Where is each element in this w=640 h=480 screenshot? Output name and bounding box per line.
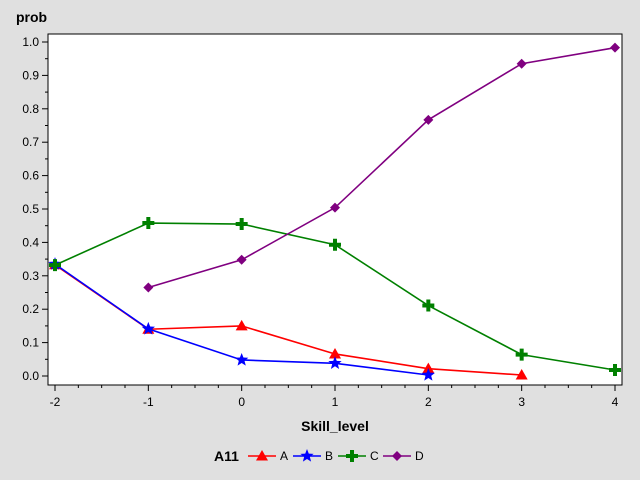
data-point-B [421, 368, 435, 381]
legend-label: D [415, 449, 424, 463]
data-point-B [328, 356, 342, 369]
data-point-B [235, 352, 249, 366]
legend-item-D: D [383, 449, 424, 463]
y-tick-label: 0.3 [22, 269, 39, 283]
series-D [143, 42, 620, 293]
legend-item-A: A [248, 449, 288, 463]
y-tick-label: 0.4 [22, 235, 39, 249]
y-tick-label: 0.0 [22, 369, 39, 383]
legend-marker-C [346, 450, 358, 462]
data-point-A [329, 347, 341, 359]
x-tick-label: 3 [518, 395, 525, 409]
data-point-A [515, 368, 528, 380]
series-line-D [148, 46, 616, 289]
y-tick-label: 0.9 [22, 68, 39, 82]
data-point-C [422, 299, 435, 312]
data-point-C [515, 348, 528, 361]
legend-label: C [370, 449, 379, 463]
data-point-C [235, 218, 248, 231]
x-tick-label: 4 [612, 395, 619, 409]
x-axis: -2 -1 0 1 2 3 4 [50, 385, 619, 409]
y-tick-label: 0.2 [22, 302, 39, 316]
y-tick-label: 0.7 [22, 135, 39, 149]
legend-item-B: B [293, 449, 333, 463]
legend-label: A [280, 449, 288, 463]
legend-item-C: C [338, 449, 379, 463]
y-tick-label: 0.1 [22, 336, 39, 350]
legend-label: B [325, 449, 333, 463]
y-axis-title: prob [16, 9, 47, 25]
y-tick-label: 1.0 [22, 35, 39, 49]
data-point-A [235, 319, 248, 331]
data-point-D [610, 42, 620, 53]
legend-title: A11 [214, 448, 239, 464]
legend-marker-B [300, 449, 314, 462]
y-tick-label: 0.5 [22, 202, 39, 216]
legend: A11 A B C D [214, 448, 424, 464]
y-axis: 0.0 0.1 0.2 0.3 0.4 0.5 0.6 0.7 0.8 0.9 1.0 [22, 35, 48, 383]
x-axis-title: Skill_level [301, 418, 369, 434]
data-point-C [329, 238, 341, 251]
data-point-D [423, 114, 434, 125]
y-tick-label: 0.6 [22, 169, 39, 183]
x-tick-label: -1 [143, 395, 154, 409]
y-tick-label: 0.8 [22, 102, 39, 116]
series-C [49, 217, 621, 376]
data-point-C [142, 217, 155, 230]
x-tick-label: 1 [332, 395, 339, 409]
data-point-C [609, 363, 621, 376]
x-tick-label: 0 [238, 395, 245, 409]
x-tick-label: -2 [50, 395, 61, 409]
data-point-A [422, 362, 435, 374]
data-point-D [516, 58, 527, 69]
data-point-D [143, 282, 154, 293]
series-layer [48, 42, 621, 381]
data-point-D [236, 254, 247, 265]
data-point-D [330, 202, 340, 213]
data-point-C [49, 259, 61, 272]
legend-marker-D [392, 451, 402, 461]
legend-marker-A [256, 450, 268, 461]
data-point-B [141, 321, 155, 335]
x-tick-label: 2 [425, 395, 432, 409]
